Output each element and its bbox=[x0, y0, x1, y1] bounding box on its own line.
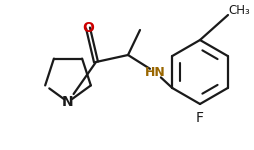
Text: HN: HN bbox=[144, 66, 165, 78]
Text: F: F bbox=[195, 111, 203, 125]
Text: O: O bbox=[82, 21, 93, 35]
Text: N: N bbox=[62, 95, 73, 109]
Text: CH₃: CH₃ bbox=[227, 3, 249, 16]
